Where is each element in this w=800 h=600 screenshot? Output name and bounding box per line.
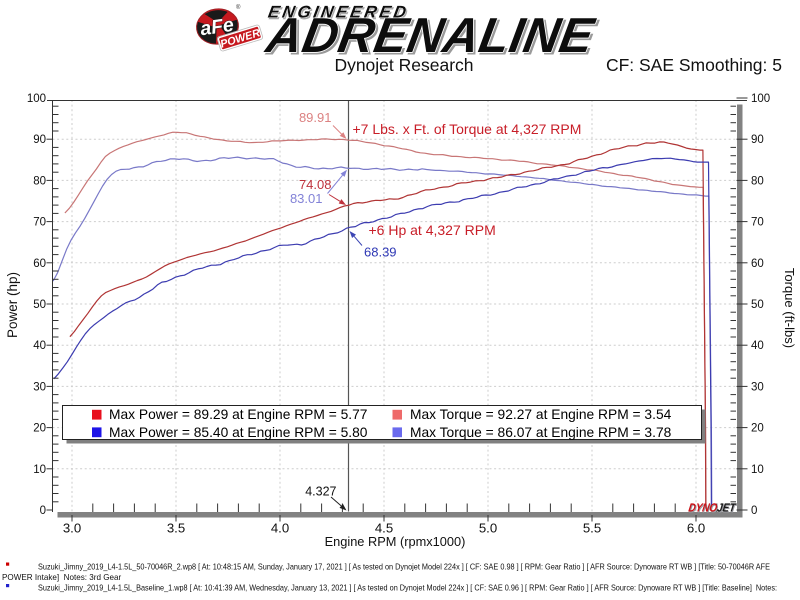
svg-text:60: 60 (33, 258, 46, 270)
svg-text:Max Power = 85.40 at Engine RP: Max Power = 85.40 at Engine RPM = 5.80 (109, 425, 368, 440)
svg-text:Power (hp): Power (hp) (5, 272, 20, 338)
svg-text:80: 80 (751, 175, 764, 187)
svg-text:0: 0 (751, 505, 757, 517)
svg-text:+7 Lbs. x Ft. of Torque at 4,3: +7 Lbs. x Ft. of Torque at 4,327 RPM (353, 121, 582, 137)
svg-text:Torque (ft-lbs): Torque (ft-lbs) (782, 268, 797, 348)
svg-text:70: 70 (751, 217, 764, 229)
svg-text:Max Torque = 92.27 at Engine R: Max Torque = 92.27 at Engine RPM = 3.54 (410, 407, 672, 422)
svg-text:100: 100 (751, 93, 770, 105)
svg-text:4.5: 4.5 (375, 521, 393, 536)
svg-text:40: 40 (33, 340, 46, 352)
svg-text:83.01: 83.01 (290, 191, 323, 206)
svg-text:Dynojet Research: Dynojet Research (334, 55, 473, 75)
svg-text:89.91: 89.91 (299, 110, 332, 125)
svg-text:ENGINEERED: ENGINEERED (267, 2, 411, 22)
svg-text:20: 20 (751, 423, 764, 435)
svg-text:4.327: 4.327 (305, 485, 336, 499)
svg-text:74.08: 74.08 (299, 177, 332, 192)
svg-text:Suzuki_Jimny_2019_L4-1.5L_50-7: Suzuki_Jimny_2019_L4-1.5L_50-70046R_2.wp… (38, 563, 771, 572)
svg-text:ADRENALINE: ADRENALINE (263, 10, 602, 65)
svg-text:DYNOJET: DYNOJET (688, 503, 738, 516)
svg-text:ADRENALINE: ADRENALINE (260, 8, 599, 63)
svg-text:Engine RPM (rpmx1000): Engine RPM (rpmx1000) (325, 534, 466, 549)
svg-text:90: 90 (33, 134, 46, 146)
svg-text:Max Power = 89.29 at Engine RP: Max Power = 89.29 at Engine RPM = 5.77 (109, 407, 367, 422)
svg-text:5.5: 5.5 (583, 521, 601, 536)
svg-text:6.0: 6.0 (687, 521, 705, 536)
svg-text:ENGINEERED: ENGINEERED (268, 3, 412, 23)
svg-text:4.0: 4.0 (271, 521, 289, 536)
svg-text:10: 10 (751, 464, 764, 476)
svg-text:90: 90 (751, 134, 764, 146)
svg-text:60: 60 (751, 258, 764, 270)
svg-text:5.0: 5.0 (479, 521, 497, 536)
svg-text:68.39: 68.39 (364, 245, 397, 260)
svg-text:POWER Intake] Notes: 3rd Gear: POWER Intake] Notes: 3rd Gear (2, 573, 122, 582)
svg-text:®: ® (236, 4, 241, 11)
svg-text:Max Torque = 86.07 at Engine R: Max Torque = 86.07 at Engine RPM = 3.78 (410, 425, 672, 440)
svg-text:70: 70 (33, 217, 46, 229)
svg-text:DYNOJET: DYNOJET (688, 502, 738, 515)
svg-text:40: 40 (751, 340, 764, 352)
svg-text:30: 30 (751, 381, 764, 393)
svg-text:3.0: 3.0 (63, 521, 81, 536)
svg-text:Suzuki_Jimny_2019_L4-1.5L_Base: Suzuki_Jimny_2019_L4-1.5L_Baseline_1.wp8… (38, 584, 777, 593)
svg-text:CF: SAE Smoothing: 5: CF: SAE Smoothing: 5 (606, 55, 782, 75)
svg-text:80: 80 (33, 175, 46, 187)
svg-text:3.5: 3.5 (167, 521, 185, 536)
svg-text:30: 30 (33, 381, 46, 393)
svg-text:50: 50 (33, 299, 46, 311)
svg-text:0: 0 (40, 505, 46, 517)
svg-text:100: 100 (27, 93, 46, 105)
svg-text:20: 20 (33, 423, 46, 435)
svg-text:+6 Hp at 4,327 RPM: +6 Hp at 4,327 RPM (369, 222, 496, 238)
svg-text:50: 50 (751, 299, 764, 311)
svg-text:10: 10 (33, 464, 46, 476)
